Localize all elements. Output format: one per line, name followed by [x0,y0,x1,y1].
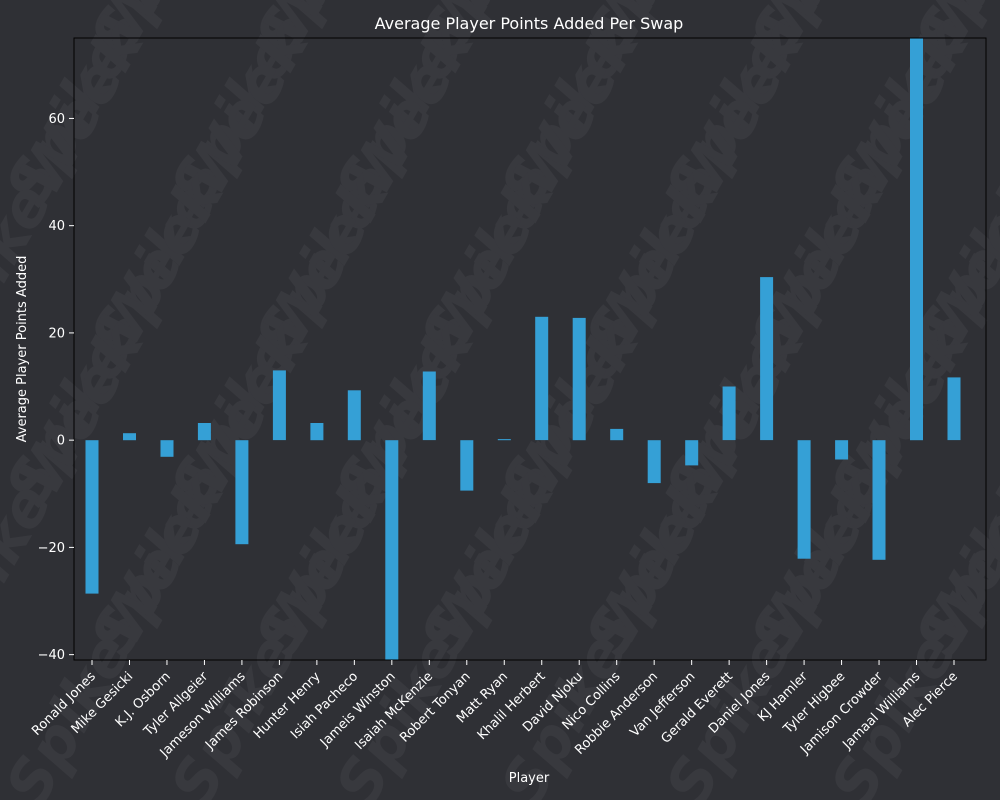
x-axis-label: Player [509,771,550,786]
bar [760,277,774,441]
y-tick-label: 60 [48,112,65,127]
bar [797,440,811,559]
bar [722,386,736,441]
bar [235,440,249,545]
bar [310,423,324,441]
bar [610,428,624,441]
y-tick-label: −20 [38,541,65,556]
bar [272,370,286,441]
bar [347,390,361,441]
y-tick-label: 40 [48,219,65,234]
bar [910,38,923,441]
y-tick-label: 20 [48,326,65,341]
bar [835,440,849,460]
bar [460,440,474,491]
bar [160,440,174,457]
bar [685,440,699,466]
bar [572,317,586,441]
axes-group [73,37,987,661]
bar [85,440,99,594]
bar [497,439,511,441]
bar [535,316,549,441]
bar [197,423,211,441]
bar [422,371,436,441]
y-ticks-group: −40 −20 0 20 40 60 [38,112,74,663]
y-tick-label: 0 [57,434,65,449]
bar [647,440,661,484]
y-tick-label: −40 [38,648,65,663]
y-axis-label: Average Player Points Added [15,256,30,443]
bars-group [85,38,961,660]
bar [872,440,886,560]
bar [123,433,136,441]
bar [385,440,399,660]
plot-frame [73,37,987,661]
chart-title: Average Player Points Added Per Swap [375,14,684,33]
bar [947,377,961,441]
